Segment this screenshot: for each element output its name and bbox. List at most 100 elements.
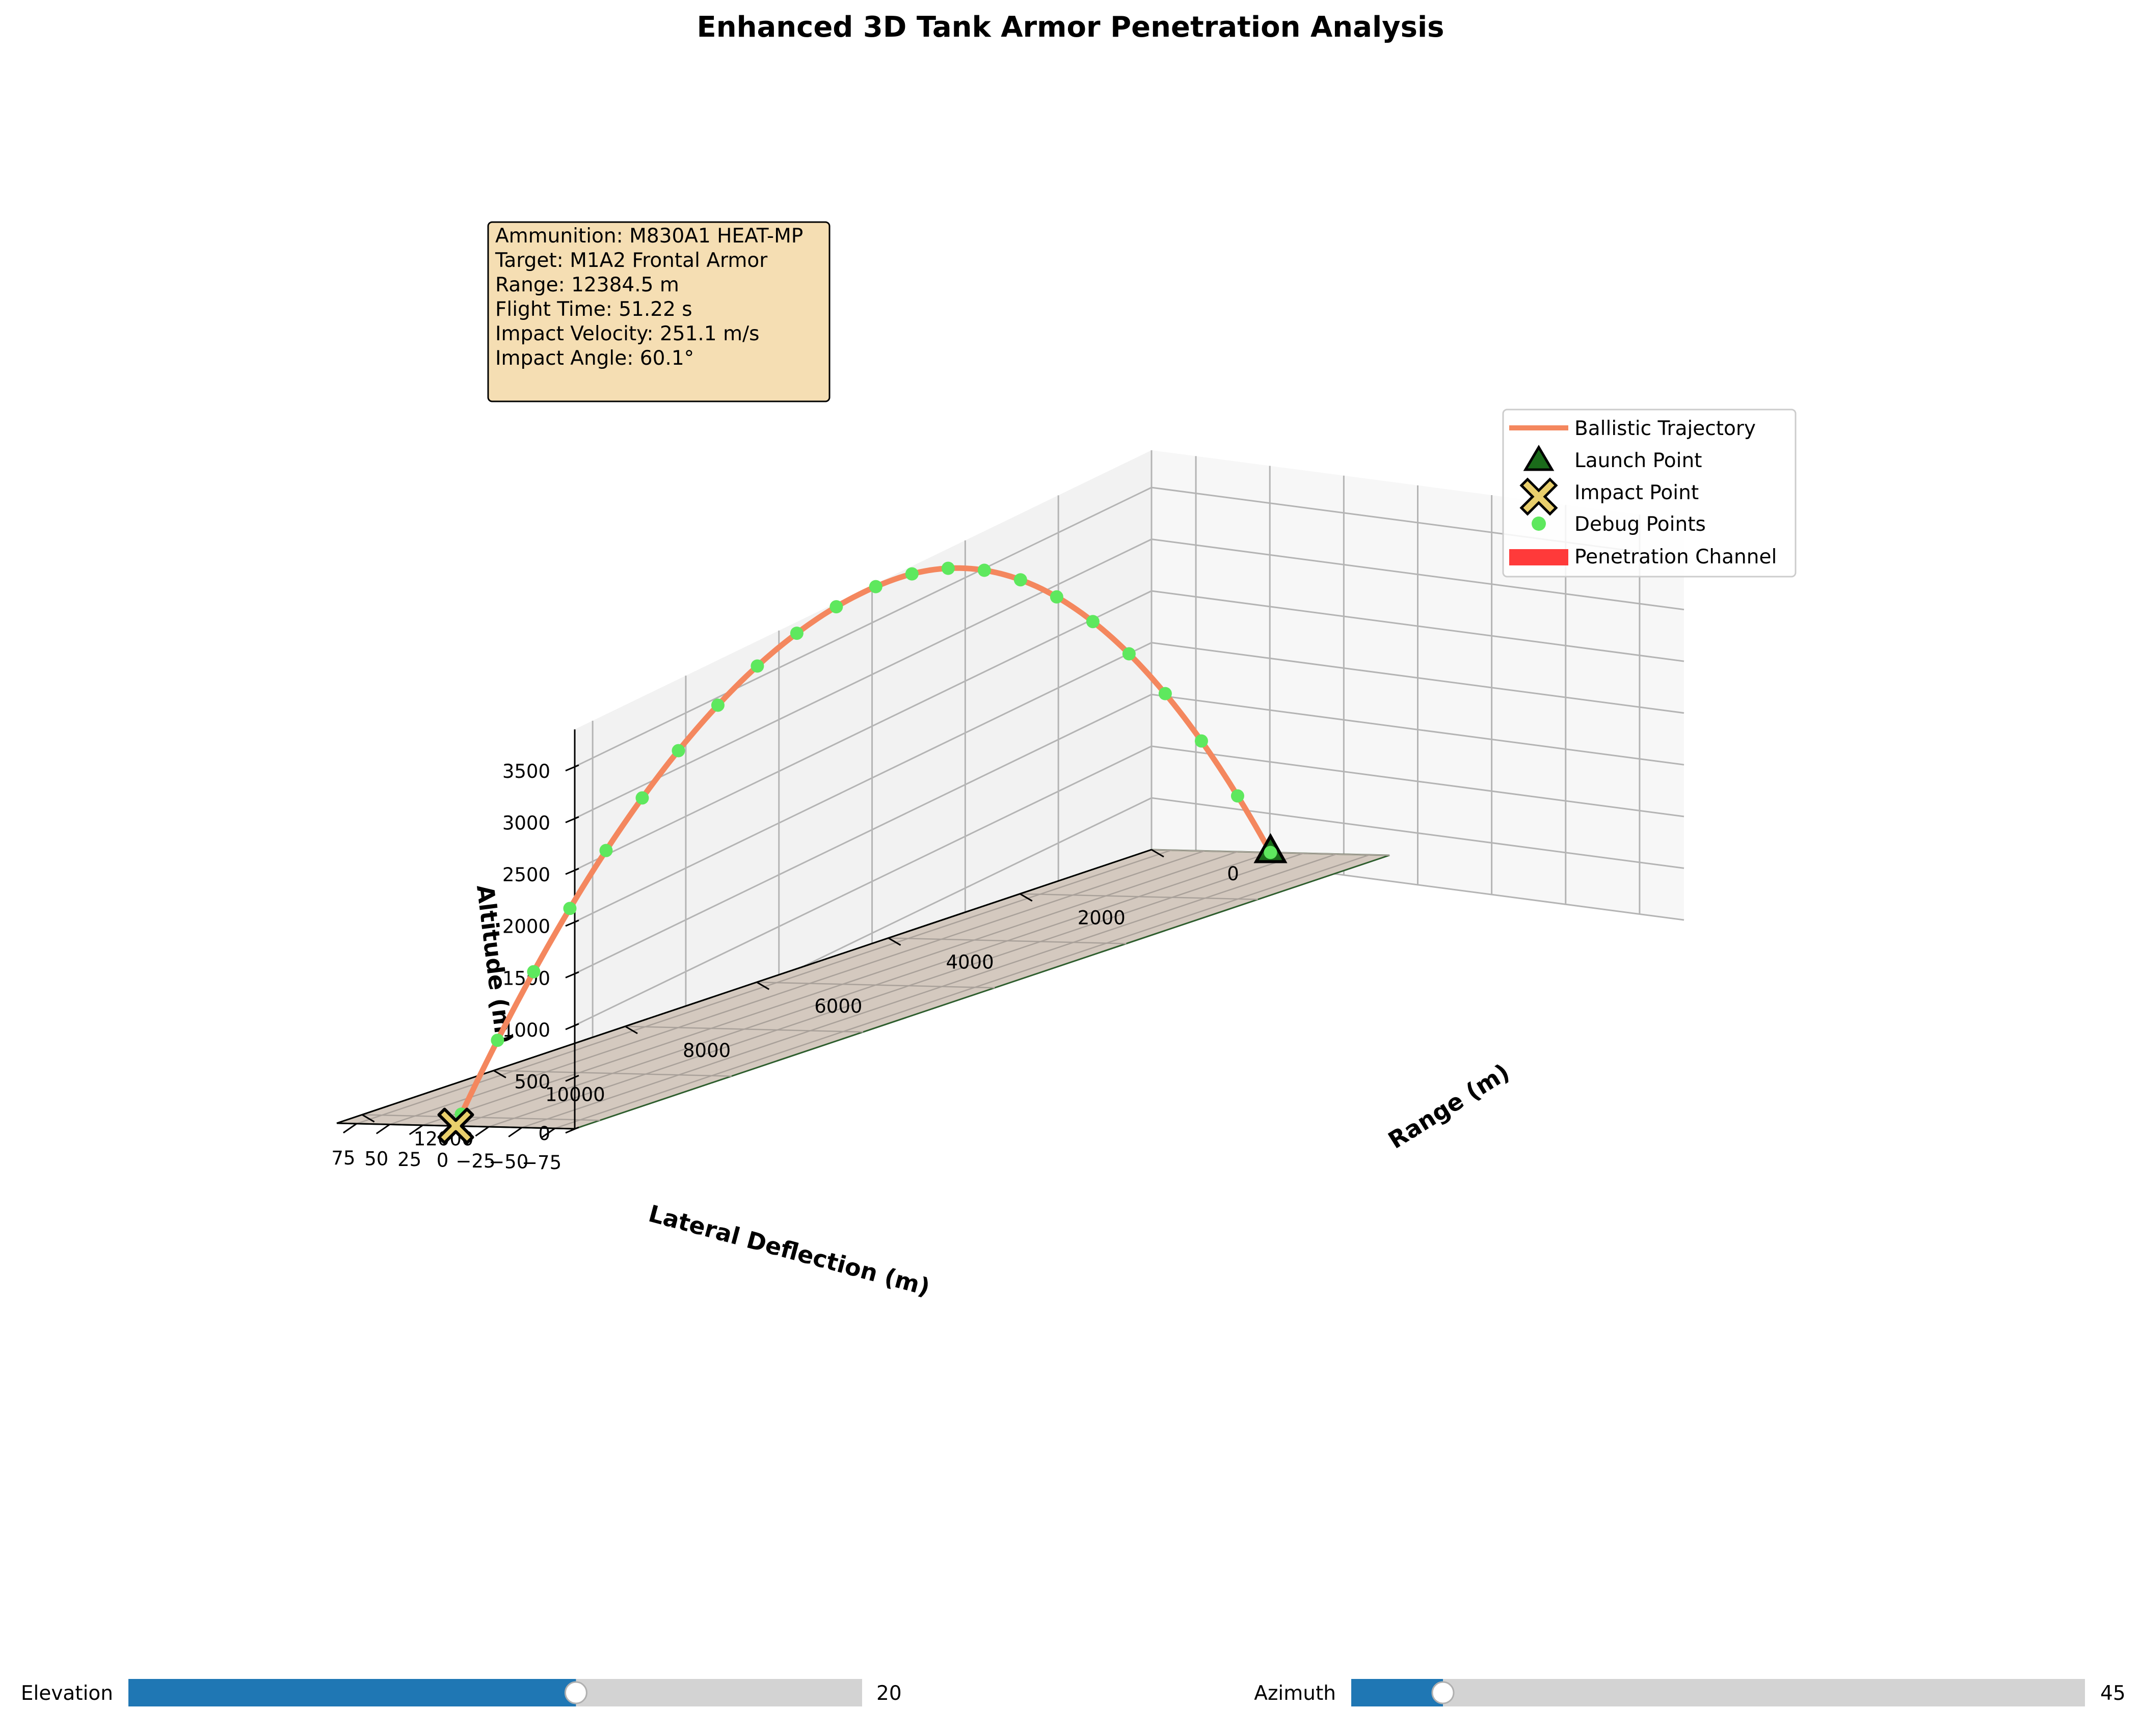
left-pane (575, 450, 1152, 1129)
x-tick-label: 10000 (545, 1084, 605, 1106)
debug-point (977, 563, 991, 577)
x-axis-line (336, 849, 1152, 1124)
ballistic-trajectory-line (453, 565, 1273, 1129)
legend-debug-marker (1532, 517, 1546, 531)
debug-point (491, 1034, 504, 1047)
floor-grid-line-lateral (389, 850, 1205, 1125)
debug-point (1050, 590, 1063, 604)
debug-point (1122, 647, 1136, 661)
elevation-label: Elevation (21, 1682, 113, 1705)
x-tick-mark (361, 1114, 375, 1123)
azimuth-fill (1351, 1679, 1443, 1706)
x-tick-mark (493, 1070, 506, 1078)
y-tick-label: 0 (437, 1150, 449, 1172)
z-tick-mark (565, 919, 579, 927)
z-tick-label: 500 (514, 1071, 550, 1093)
debug-point (563, 902, 577, 915)
debug-point (790, 627, 804, 640)
z-tick-mark (565, 1023, 579, 1030)
debug-point (1194, 734, 1208, 748)
legend-penetration-swatch (1509, 549, 1568, 565)
launch-debug-point (1264, 846, 1277, 859)
y-tick-label: 25 (397, 1149, 421, 1171)
x-tick-label: 4000 (946, 951, 994, 973)
debug-point (829, 600, 843, 614)
z-tick-label: 1000 (502, 1019, 550, 1041)
info-line-ammunition: Ammunition: M830A1 HEAT-MP (495, 225, 803, 248)
elevation-slider[interactable]: Elevation 20 (21, 1679, 902, 1706)
debug-point (599, 844, 613, 857)
x-tick-mark (1020, 893, 1033, 902)
floor-grid-line-lateral (554, 854, 1370, 1129)
floor-grid-line-lateral (456, 852, 1271, 1127)
info-line-target: Target: M1A2 Frontal Armor (495, 249, 768, 272)
legend-penetration-label: Penetration Channel (1574, 546, 1777, 568)
azimuth-value: 45 (2100, 1682, 2126, 1705)
debug-point (905, 567, 919, 581)
debug-point (672, 744, 685, 757)
debug-point (1086, 615, 1100, 629)
legend: Ballistic Trajectory Launch Point Impact… (1502, 409, 1797, 578)
info-box: Ammunition: M830A1 HEAT-MP Target: M1A2 … (487, 221, 831, 402)
debug-point (527, 965, 541, 979)
z-tick-mark (565, 764, 579, 772)
x-tick-mark (756, 981, 770, 990)
legend-impact-marker (1519, 477, 1558, 516)
floor-grid-line-lateral (521, 853, 1337, 1128)
debug-point (941, 561, 955, 575)
chart-title: Enhanced 3D Tank Armor Penetration Analy… (697, 11, 1444, 44)
floor-grid-line-lateral (488, 852, 1304, 1128)
floor-grid-line-lateral (422, 851, 1238, 1126)
info-line-flight-time: Flight Time: 51.22 s (495, 298, 692, 321)
y-tick-mark (541, 1127, 555, 1138)
y-tick-mark (343, 1123, 357, 1134)
debug-point (711, 698, 725, 712)
x-axis-label: Range (m) (1383, 1058, 1514, 1154)
z-tick-mark (565, 1075, 579, 1082)
y-tick-mark (409, 1124, 423, 1135)
x-tick-mark (888, 937, 901, 946)
z-axis-label: Altitude (m) (471, 883, 518, 1045)
z-tick-mark (565, 816, 579, 823)
y-tick-label: 75 (331, 1147, 355, 1169)
z-tick-label: 2000 (502, 916, 550, 938)
z-tick-label: 3000 (502, 812, 550, 834)
y-tick-label: −50 (489, 1151, 528, 1173)
y-tick-label: 50 (364, 1148, 388, 1170)
y-tick-mark (475, 1126, 490, 1137)
elevation-handle[interactable] (564, 1681, 587, 1704)
azimuth-label: Azimuth (1254, 1682, 1336, 1705)
z-tick-label: 3500 (502, 761, 550, 782)
impact-point-marker[interactable] (437, 1107, 474, 1145)
legend-impact-label: Impact Point (1574, 481, 1699, 504)
debug-point (1230, 789, 1244, 803)
azimuth-slider[interactable]: Azimuth 45 (1254, 1679, 2126, 1706)
elevation-value: 20 (876, 1682, 902, 1705)
z-tick-mark (565, 867, 579, 875)
legend-frame (1502, 409, 1797, 578)
z-tick-mark (565, 1126, 579, 1134)
legend-trajectory-label: Ballistic Trajectory (1574, 417, 1756, 440)
debug-point (1158, 687, 1172, 700)
y-axis-label: Lateral Deflection (m) (646, 1200, 933, 1301)
y-tick-mark (508, 1127, 523, 1137)
info-line-impact-angle: Impact Angle: 60.1° (495, 347, 694, 370)
debug-point (635, 791, 649, 805)
debug-point (1013, 573, 1027, 587)
z-tick-mark (565, 971, 579, 979)
x-tick-label: 6000 (814, 995, 862, 1017)
debug-point (869, 580, 882, 593)
info-line-range: Range: 12384.5 m (495, 274, 679, 296)
x-tick-mark (1151, 849, 1164, 858)
debug-point (751, 659, 764, 673)
azimuth-track[interactable] (1351, 1679, 2085, 1706)
legend-debug-label: Debug Points (1574, 513, 1706, 536)
legend-launch-label: Launch Point (1574, 449, 1702, 472)
y-tick-label: −25 (456, 1150, 495, 1172)
x-tick-label: 8000 (683, 1040, 731, 1062)
info-line-impact-velocity: Impact Velocity: 251.1 m/s (495, 322, 759, 345)
azimuth-handle[interactable] (1431, 1681, 1455, 1704)
z-tick-label: 2500 (502, 864, 550, 886)
